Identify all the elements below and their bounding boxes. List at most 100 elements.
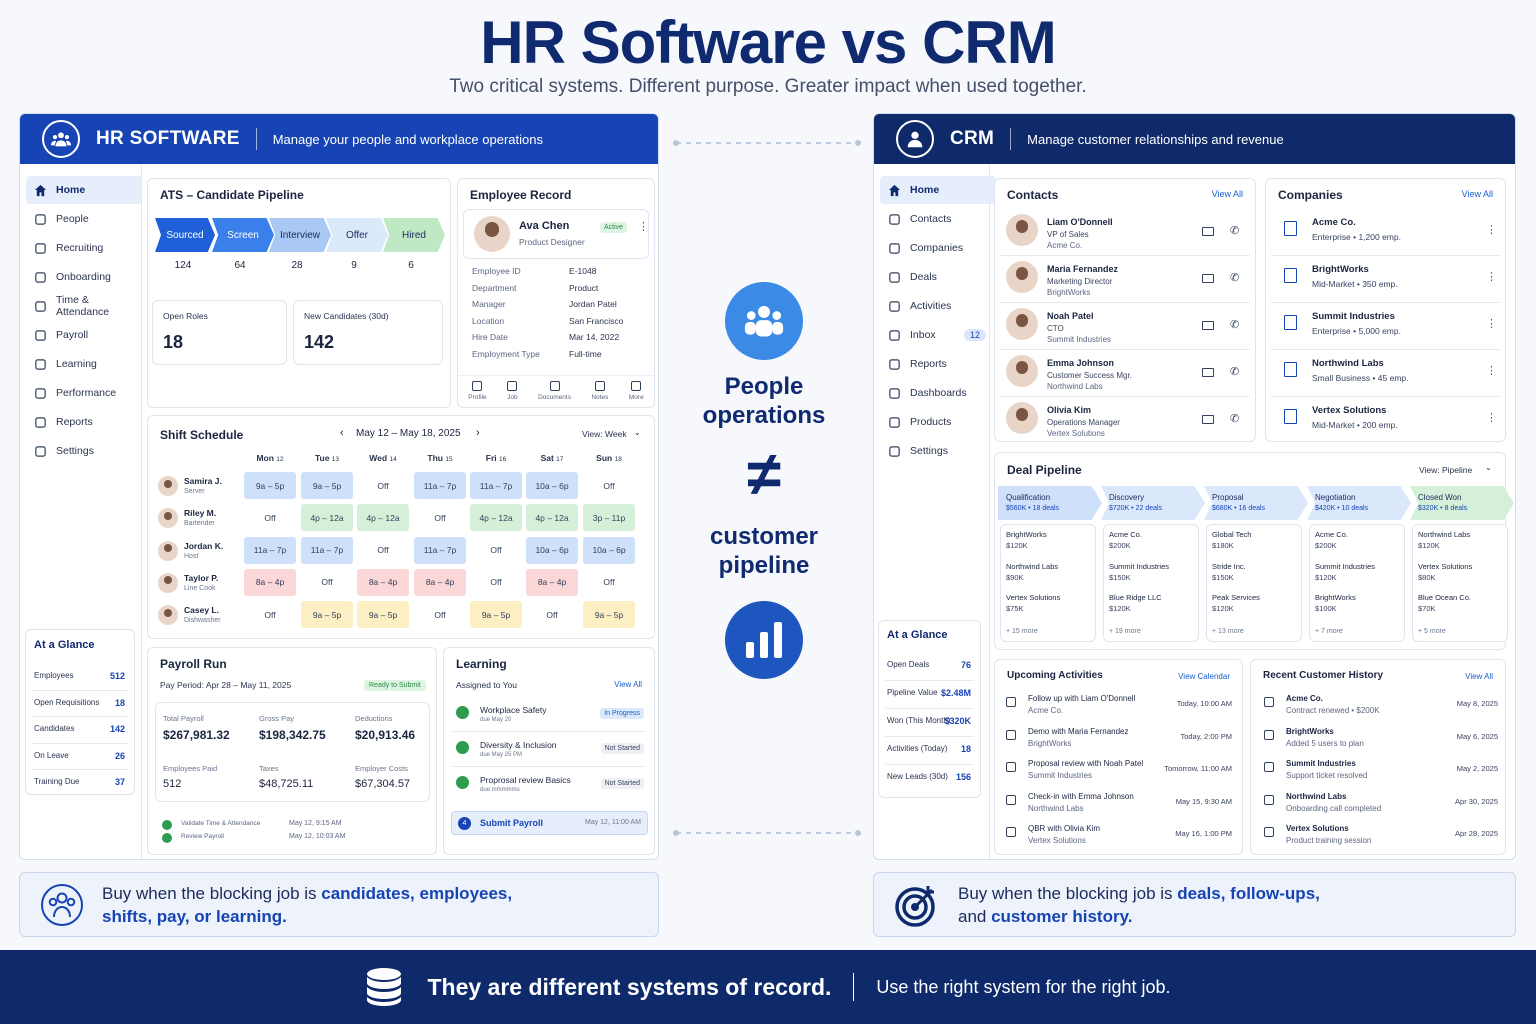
deal-name[interactable]: Blue Ocean Co. (1418, 593, 1471, 602)
shift-cell[interactable]: 10a – 6p (583, 536, 635, 564)
shift-cell[interactable]: Off (490, 545, 502, 556)
shift-cell[interactable]: 9a – 5p (301, 472, 353, 499)
view-select[interactable]: View: Week (582, 429, 627, 439)
shift-cell[interactable]: Off (434, 609, 446, 620)
shift-cell[interactable]: 9a – 5p (470, 601, 522, 629)
nav-item-settings[interactable]: Settings (880, 437, 996, 465)
chevron-right-icon[interactable]: › (476, 427, 480, 439)
shift-cell[interactable]: Off (546, 609, 558, 620)
item-title[interactable]: BrightWorks (1286, 726, 1334, 736)
history-view-all[interactable]: View All (1465, 672, 1493, 681)
pipeline-stage-proposal[interactable] (1204, 486, 1308, 520)
shift-cell[interactable]: 3p – 11p (583, 504, 635, 532)
more-icon[interactable]: ⋮ (638, 221, 649, 233)
shift-cell[interactable]: 9a – 5p (357, 601, 409, 629)
deal-name[interactable]: Summit Industries (1315, 561, 1376, 571)
shift-cell[interactable]: 11a – 7p (414, 536, 466, 564)
nav-item-dashboards[interactable]: Dashboards (880, 379, 996, 407)
shift-cell[interactable]: 8a – 4p (414, 568, 466, 596)
shift-cell[interactable]: 9a – 5p (583, 601, 635, 629)
tab-profile[interactable]: Profile (468, 381, 487, 401)
deal-name[interactable]: Stride Inc. (1212, 561, 1246, 571)
nav-item-onboarding[interactable]: Onboarding (26, 263, 142, 291)
shift-cell[interactable]: Off (603, 480, 615, 491)
deal-name[interactable]: Summit Industries (1109, 561, 1170, 571)
shift-cell[interactable]: 11a – 7p (301, 536, 353, 564)
shift-cell[interactable]: Off (603, 577, 615, 588)
more-icon[interactable]: ⋮ (1486, 224, 1497, 236)
item-title[interactable]: Proposal review with Noah Patel (1028, 759, 1144, 768)
nav-item-home[interactable]: Home (26, 176, 142, 204)
more-icon[interactable]: ⋮ (1486, 271, 1497, 283)
phone-icon[interactable]: ✆ (1230, 413, 1240, 425)
contacts-view-all[interactable]: View All (1211, 189, 1243, 199)
shift-cell[interactable]: 8a – 4p (357, 568, 409, 596)
pipeline-stage-qualification[interactable] (998, 486, 1102, 520)
tab-notes[interactable]: Notes (591, 381, 608, 401)
nav-item-payroll[interactable]: Payroll (26, 321, 142, 349)
shift-cell[interactable]: Off (377, 545, 389, 556)
shift-cell[interactable]: 10a – 6p (526, 536, 578, 564)
deal-name[interactable]: Acme Co. (1109, 530, 1142, 539)
nav-item-recruiting[interactable]: Recruiting (26, 234, 142, 262)
nav-item-settings[interactable]: Settings (26, 437, 142, 465)
more-icon[interactable]: ⋮ (1486, 365, 1497, 377)
ats-stage-interview[interactable]: Interview (269, 218, 331, 252)
ats-stage-screen[interactable]: Screen (212, 218, 274, 252)
deal-name[interactable]: Global Tech (1212, 530, 1252, 539)
tab-documents[interactable]: Documents (538, 381, 571, 401)
companies-view-all[interactable]: View All (1461, 189, 1493, 199)
more-deals-link[interactable]: + 7 more (1315, 628, 1343, 635)
item-title[interactable]: Vertex Solutions (1286, 824, 1349, 833)
shift-cell[interactable]: 9a – 5p (244, 472, 296, 499)
nav-item-inbox[interactable]: Inbox 12 (880, 321, 996, 349)
shift-cell[interactable]: Off (434, 512, 446, 523)
item-title[interactable]: Acme Co. (1286, 694, 1323, 703)
item-title[interactable]: QBR with Olivia Kim (1028, 824, 1101, 833)
nav-item-contacts[interactable]: Contacts (880, 205, 996, 233)
shift-cell[interactable]: Off (377, 480, 389, 491)
shift-cell[interactable]: 9a – 5p (301, 601, 353, 629)
nav-item-home[interactable]: Home (880, 176, 996, 204)
mail-icon[interactable] (1202, 321, 1214, 330)
deal-name[interactable]: Peak Services (1212, 593, 1260, 602)
item-title[interactable]: Demo with Maria Fernandez (1028, 726, 1129, 736)
nav-item-products[interactable]: Products (880, 408, 996, 436)
mail-icon[interactable] (1202, 274, 1214, 283)
deal-name[interactable]: BrightWorks (1006, 530, 1047, 539)
nav-item-time-attendance[interactable]: Time & Attendance (26, 292, 142, 320)
pipeline-stage-closed-won[interactable] (1410, 486, 1514, 520)
more-deals-link[interactable]: + 15 more (1006, 628, 1038, 635)
nav-item-companies[interactable]: Companies (880, 234, 996, 262)
submit-payroll-button[interactable]: 4 Submit Payroll May 12, 11:00 AM (451, 811, 648, 835)
phone-icon[interactable]: ✆ (1230, 272, 1240, 284)
nav-item-deals[interactable]: Deals (880, 263, 996, 291)
shift-cell[interactable]: 10a – 6p (526, 472, 578, 499)
deal-name[interactable]: Blue Ridge LLC (1109, 593, 1162, 602)
shift-cell[interactable]: Off (490, 577, 502, 588)
nav-item-reports[interactable]: Reports (880, 350, 996, 378)
more-deals-link[interactable]: + 13 more (1212, 628, 1244, 635)
phone-icon[interactable]: ✆ (1230, 366, 1240, 378)
shift-cell[interactable]: 8a – 4p (526, 568, 578, 596)
deal-name[interactable]: BrightWorks (1315, 593, 1356, 602)
chevron-left-icon[interactable]: ‹ (340, 427, 344, 439)
shift-cell[interactable]: Off (264, 512, 276, 523)
more-icon[interactable]: ⋮ (1486, 412, 1497, 424)
item-title[interactable]: Check-in with Emma Johnson (1028, 791, 1134, 801)
learning-view-all[interactable]: View All (614, 680, 642, 689)
deal-name[interactable]: Northwind Labs (1006, 561, 1059, 571)
more-deals-link[interactable]: + 19 more (1109, 628, 1141, 635)
phone-icon[interactable]: ✆ (1230, 225, 1240, 237)
shift-cell[interactable]: 8a – 4p (244, 568, 296, 596)
ats-stage-sourced[interactable]: Sourced (155, 218, 215, 252)
shift-cell[interactable]: 11a – 7p (414, 472, 466, 499)
item-title[interactable]: Northwind Labs (1286, 791, 1347, 801)
view-calendar-link[interactable]: View Calendar (1178, 672, 1230, 681)
mail-icon[interactable] (1202, 227, 1214, 236)
nav-item-reports[interactable]: Reports (26, 408, 142, 436)
more-icon[interactable]: ⋮ (1486, 318, 1497, 330)
pipeline-stage-discovery[interactable] (1101, 486, 1205, 520)
deal-name[interactable]: Vertex Solutions (1418, 561, 1473, 571)
shift-cell[interactable]: Off (264, 609, 276, 620)
